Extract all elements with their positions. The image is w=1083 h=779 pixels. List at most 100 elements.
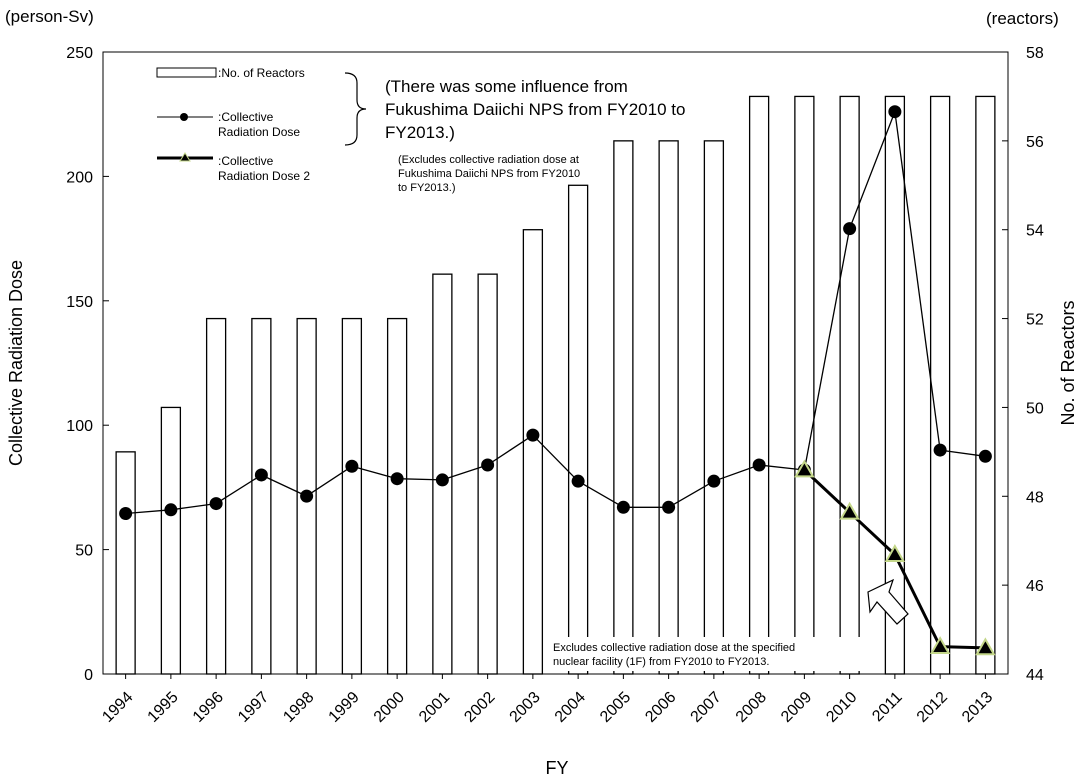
y-right-tick-label-58: 58 — [1026, 45, 1044, 62]
point-dose-2002 — [481, 458, 495, 472]
x-tick-label-2008: 2008 — [733, 689, 770, 726]
bar-reactors-1996 — [205, 317, 227, 675]
y-right-tick-label-50: 50 — [1026, 400, 1044, 417]
excludes-small-line-3: to FY2013.) — [398, 182, 455, 194]
bar-reactors-2002 — [477, 273, 498, 675]
x-tick-label-1995: 1995 — [145, 689, 182, 726]
legend-swatch-dose-marker — [180, 113, 188, 121]
legend: :No. of Reactors :Collective Radiation D… — [156, 66, 310, 183]
y-right-unit: (reactors) — [986, 9, 1059, 28]
point-dose-1994 — [119, 507, 133, 521]
legend-swatch-dose2-marker — [179, 152, 191, 162]
bar-reactors-2005 — [613, 140, 634, 675]
legend-label-dose-2: Radiation Dose — [218, 125, 300, 139]
bar-reactors-1997 — [251, 317, 272, 675]
x-tick-label-2002: 2002 — [461, 689, 498, 726]
exclusion-callout-arrow — [867, 578, 909, 625]
exclusion-callout-box — [550, 637, 874, 671]
bar-reactors-2000 — [386, 317, 408, 675]
y-right-tick-label-46: 46 — [1026, 578, 1044, 595]
point-dose-2003 — [526, 428, 540, 442]
x-tick-label-1998: 1998 — [280, 689, 317, 726]
point-dose2-2013 — [975, 637, 996, 656]
bar-reactors-2010 — [839, 95, 860, 675]
y-right-tick-label-56: 56 — [1026, 134, 1044, 151]
exclusion-callout-line-1: Excludes collective radiation dose at th… — [553, 642, 795, 654]
y-left-tick-label-0: 0 — [84, 667, 93, 684]
y-right-tick-label-48: 48 — [1026, 489, 1044, 506]
point-dose-2013 — [978, 449, 992, 463]
point-dose-2000 — [390, 472, 404, 486]
y-left-tick-label-250: 250 — [66, 45, 93, 62]
x-tick-label-1997: 1997 — [235, 689, 272, 726]
influence-line-2: Fukushima Daiichi NPS from FY2010 to — [385, 100, 685, 119]
y-right-tick-label-52: 52 — [1026, 312, 1044, 329]
influence-line-3: FY2013.) — [385, 123, 455, 142]
x-axis-title: FY — [545, 758, 568, 778]
series-dose-line — [125, 111, 986, 515]
bar-reactors-2003 — [522, 229, 544, 675]
exclusion-callout-line-2: nuclear facility (1F) from FY2010 to FY2… — [553, 656, 769, 668]
y-left-tick-label-200: 200 — [66, 169, 93, 186]
bar-reactors-1999 — [341, 317, 363, 675]
lines-layer — [119, 105, 996, 656]
point-dose2-2010 — [839, 501, 860, 520]
x-tick-label-2013: 2013 — [959, 689, 996, 726]
point-dose-2001 — [435, 473, 449, 487]
point-dose-2007 — [707, 474, 721, 488]
legend-brace — [344, 72, 367, 146]
point-dose-1999 — [345, 459, 359, 473]
point-dose-1995 — [164, 503, 178, 517]
x-tick-label-2006: 2006 — [642, 689, 679, 726]
bars-layer — [115, 95, 996, 675]
x-tick-label-2007: 2007 — [688, 689, 725, 726]
x-tick-label-1994: 1994 — [99, 689, 136, 726]
x-tick-label-2003: 2003 — [507, 689, 544, 726]
bar-reactors-2012 — [929, 95, 951, 675]
x-tick-label-2004: 2004 — [552, 689, 589, 726]
bar-reactors-2008 — [748, 95, 770, 675]
point-dose-2010 — [843, 222, 857, 236]
x-tick-label-2011: 2011 — [869, 689, 905, 725]
point-dose-1997 — [254, 468, 268, 482]
x-tick-label-1996: 1996 — [190, 689, 227, 726]
point-dose-2006 — [662, 500, 676, 514]
y-left-tick-label-150: 150 — [66, 294, 93, 311]
bar-reactors-1995 — [160, 406, 182, 675]
y-right-title: No. of Reactors — [1058, 300, 1078, 425]
bar-reactors-2009 — [794, 95, 815, 675]
exclusion-callout: Excludes collective radiation dose at th… — [550, 578, 909, 671]
bar-reactors-2006 — [658, 140, 679, 675]
point-dose-2008 — [752, 458, 766, 472]
point-dose2-2012 — [929, 636, 951, 655]
plot-frame — [102, 51, 1009, 675]
y-right-tick-label-54: 54 — [1026, 223, 1044, 240]
point-dose2-2009 — [794, 459, 815, 478]
legend-label-dose-1: :Collective — [218, 110, 274, 124]
x-tick-label-2001: 2001 — [416, 689, 453, 726]
y-left-title: Collective Radiation Dose — [6, 260, 26, 466]
excludes-small-note: (Excludes collective radiation dose at F… — [398, 154, 580, 194]
y-left-unit: (person-Sv) — [5, 7, 94, 26]
excludes-small-line-2: Fukushima Daiichi NPS from FY2010 — [398, 168, 580, 180]
legend-label-dose2-1: :Collective — [218, 154, 274, 168]
bar-reactors-2007 — [703, 140, 725, 675]
bar-reactors-2004 — [567, 184, 589, 675]
point-dose-1996 — [209, 497, 223, 511]
influence-line-1: (There was some influence from — [385, 77, 628, 96]
point-dose-2004 — [571, 474, 585, 488]
point-dose-2011 — [888, 105, 902, 119]
x-tick-label-2010: 2010 — [823, 689, 860, 726]
y-left-tick-label-50: 50 — [75, 543, 93, 560]
point-dose-2012 — [933, 443, 947, 457]
bar-reactors-1994 — [115, 451, 136, 675]
excludes-small-line-1: (Excludes collective radiation dose at — [398, 154, 579, 166]
point-dose-1998 — [300, 489, 314, 503]
influence-note: (There was some influence from Fukushima… — [385, 77, 685, 142]
y-right-tick-label-44: 44 — [1026, 667, 1044, 684]
point-dose-2005 — [616, 500, 630, 514]
legend-label-reactors: :No. of Reactors — [218, 66, 305, 80]
x-tick-label-2009: 2009 — [778, 689, 815, 726]
